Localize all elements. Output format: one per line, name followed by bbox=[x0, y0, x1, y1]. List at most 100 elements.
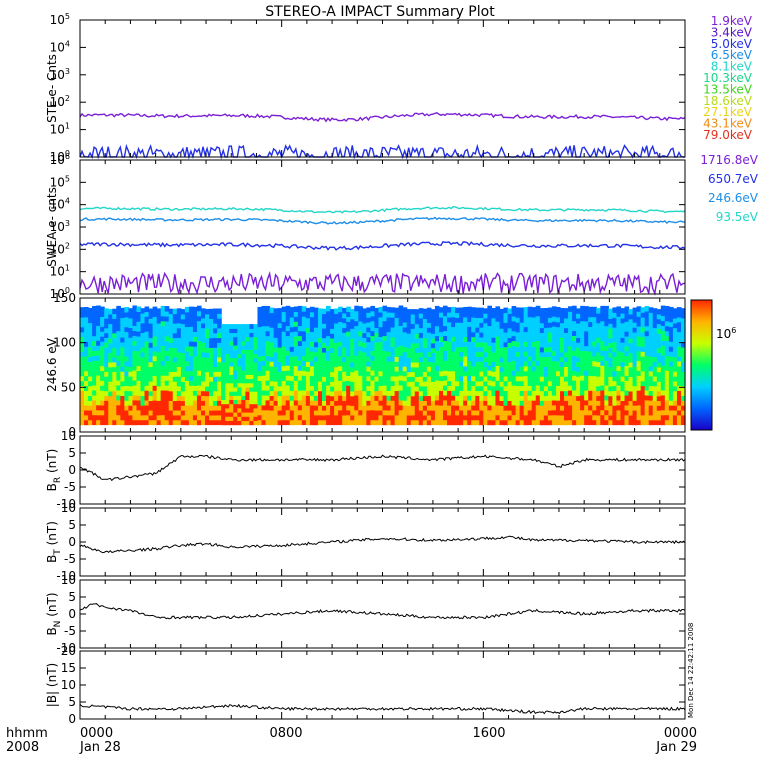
spectrogram-cell bbox=[112, 410, 117, 416]
spectrogram-cell bbox=[301, 316, 307, 322]
spectrogram-cell bbox=[616, 340, 622, 347]
spectrogram-cell bbox=[495, 385, 501, 391]
spectrogram-cell bbox=[281, 404, 287, 411]
spectrogram-cell bbox=[664, 325, 670, 332]
spectrogram-cell bbox=[152, 375, 158, 381]
spectrogram-cell bbox=[289, 395, 295, 401]
spectrogram-cell bbox=[608, 400, 613, 406]
ytick-exponent: 3 bbox=[65, 219, 70, 228]
spectrogram-cell bbox=[543, 361, 549, 367]
spectrogram-cell bbox=[330, 323, 335, 329]
spectrogram-cell bbox=[221, 420, 226, 426]
spectrogram-cell bbox=[221, 403, 226, 409]
spectrogram-cell bbox=[370, 305, 376, 312]
spectrogram-cell bbox=[471, 385, 476, 391]
spectrogram-cell bbox=[132, 350, 138, 356]
spectrogram-cell bbox=[592, 390, 597, 396]
spectrogram-cell bbox=[543, 356, 549, 363]
spectrogram-cell bbox=[80, 380, 85, 386]
spectrogram-cell bbox=[309, 311, 315, 318]
spectrogram-cell bbox=[346, 390, 351, 396]
spectrogram-cell bbox=[136, 336, 142, 342]
spectrogram-cell bbox=[507, 361, 513, 368]
spectrogram-cell bbox=[128, 419, 134, 426]
spectrogram-cell bbox=[104, 323, 109, 329]
spectrogram-cell bbox=[148, 313, 154, 319]
spectrogram-cell bbox=[584, 335, 589, 342]
spectrogram-cell bbox=[664, 409, 670, 416]
spectrogram-cell bbox=[313, 370, 319, 377]
spectrogram-cell bbox=[164, 409, 170, 416]
spectrogram-cell bbox=[680, 356, 686, 363]
spectrogram-cell bbox=[475, 346, 480, 353]
spectrogram-cell bbox=[628, 395, 634, 402]
spectrogram-cell bbox=[229, 399, 234, 405]
spectrogram-cell bbox=[354, 380, 359, 386]
spectrogram-cell bbox=[317, 313, 323, 319]
spectrogram-cell bbox=[535, 394, 541, 401]
spectrogram-cell bbox=[301, 311, 307, 317]
spectrogram-cell bbox=[519, 400, 525, 406]
spectrogram-cell bbox=[624, 419, 630, 426]
spectrogram-cell bbox=[410, 371, 416, 377]
spectrogram-cell bbox=[156, 395, 162, 401]
spectrogram-cell bbox=[672, 385, 678, 392]
spectrogram-cell bbox=[620, 405, 626, 411]
spectrogram-cell bbox=[414, 419, 420, 426]
spectrogram-cell bbox=[616, 311, 622, 317]
spectrogram-cell bbox=[205, 342, 210, 349]
spectrogram-cell bbox=[273, 322, 279, 329]
spectrogram-cell bbox=[592, 336, 597, 342]
spectrogram-cell bbox=[503, 400, 509, 406]
spectrogram-cell bbox=[543, 405, 549, 411]
spectrogram-cell bbox=[539, 405, 545, 411]
spectrogram-cell bbox=[213, 352, 218, 358]
spectrogram-cell bbox=[196, 360, 202, 366]
spectrogram-cell bbox=[120, 385, 125, 392]
spectrogram-cell bbox=[265, 325, 271, 332]
spectrogram-cell bbox=[495, 419, 501, 426]
spectrogram-cell bbox=[334, 308, 339, 314]
spectrogram-cell bbox=[616, 414, 622, 421]
spectrogram-cell bbox=[394, 385, 400, 392]
spectrogram-cell bbox=[257, 346, 263, 352]
spectrogram-cell bbox=[652, 419, 658, 426]
spectrogram-cell bbox=[664, 365, 670, 371]
spectrogram-cell bbox=[188, 395, 194, 401]
spectrogram-cell bbox=[386, 380, 392, 386]
ytick-exponent: 2 bbox=[65, 94, 70, 103]
spectrogram-cell bbox=[116, 345, 121, 351]
spectrogram-cell bbox=[281, 321, 287, 327]
spectrogram-cell bbox=[584, 320, 589, 327]
spectrogram-cell bbox=[604, 335, 609, 342]
spectrogram-cell bbox=[309, 419, 315, 426]
spectrogram-cell bbox=[628, 333, 634, 339]
spectrogram-cell bbox=[313, 356, 319, 362]
ytick-exponent: 1 bbox=[65, 122, 70, 131]
spectrogram-cell bbox=[402, 419, 408, 426]
spectrogram-cell bbox=[225, 332, 230, 338]
spectrogram-cell bbox=[196, 330, 202, 337]
spectrogram-cell bbox=[604, 389, 609, 396]
spectrogram-cell bbox=[676, 312, 682, 318]
spectrogram-cell bbox=[596, 312, 601, 319]
spectrogram-cell bbox=[346, 385, 351, 391]
spectrogram-cell bbox=[322, 342, 327, 348]
spectrogram-cell bbox=[184, 346, 190, 352]
spectrogram-cell bbox=[535, 380, 541, 386]
spectrogram-cell bbox=[301, 365, 307, 371]
spectrogram-cell bbox=[402, 331, 408, 338]
spectrogram-cell bbox=[362, 342, 367, 348]
spectrogram-cell bbox=[120, 346, 125, 353]
spectrogram-cell bbox=[176, 308, 182, 314]
spectrogram-cell bbox=[322, 323, 327, 329]
spectrogram-cell bbox=[668, 405, 674, 411]
spectrogram-cell bbox=[426, 419, 432, 426]
spectrogram-cell bbox=[668, 419, 674, 426]
spectrogram-cell bbox=[233, 365, 238, 371]
spectrogram-cell bbox=[543, 390, 549, 397]
spectrogram-cell bbox=[555, 316, 561, 323]
spectrogram-cell bbox=[636, 306, 642, 312]
spectrogram-cell bbox=[350, 323, 355, 329]
spectrogram-cell bbox=[414, 386, 420, 392]
